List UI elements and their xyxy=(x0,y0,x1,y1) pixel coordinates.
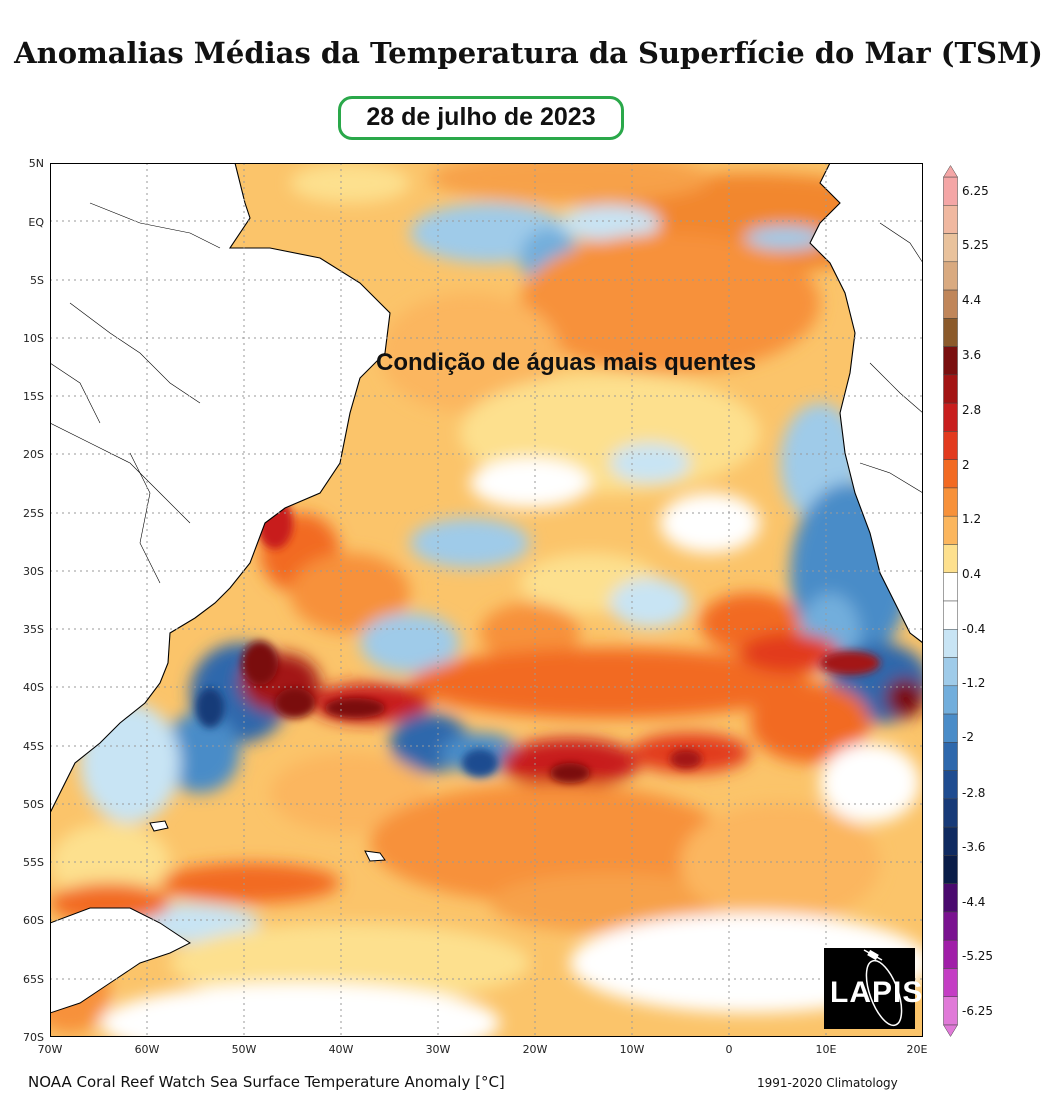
lat-label: 70S xyxy=(23,1031,44,1044)
lat-label: 25S xyxy=(23,507,44,520)
colorbar-segment xyxy=(943,968,958,997)
lat-label: 40S xyxy=(23,681,44,694)
satellite-orbit-icon xyxy=(863,949,903,1027)
colorbar-segment xyxy=(943,911,958,941)
lon-label: 70W xyxy=(37,1043,63,1056)
logo-text: LAPIS xyxy=(830,976,924,1009)
lat-label: 10S xyxy=(23,332,44,345)
colorbar-label: 4.4 xyxy=(962,293,982,307)
map-title: Anomalias Médias da Temperatura da Super… xyxy=(14,36,1043,70)
colorbar-segment xyxy=(943,600,958,630)
colorbar-segment xyxy=(943,205,958,234)
map-frame xyxy=(50,163,923,1037)
colorbar-segment xyxy=(943,770,958,800)
colorbar-segment xyxy=(943,826,958,856)
map-annotation: Condição de águas mais quentes xyxy=(376,349,757,376)
falkland-islands xyxy=(149,820,169,832)
colorbar-segment xyxy=(943,742,958,771)
colorbar-segments xyxy=(943,165,958,1037)
colorbar-label: -4.4 xyxy=(962,895,986,909)
colorbar-label: 5.25 xyxy=(962,238,989,252)
colorbar-segment xyxy=(943,996,958,1026)
colorbar-segment xyxy=(943,176,958,206)
colorbar-segment xyxy=(943,572,958,602)
lon-label: 30W xyxy=(425,1043,451,1056)
map-canvas xyxy=(50,163,923,1037)
south-america xyxy=(50,163,391,814)
colorbar-label: 2.8 xyxy=(962,403,982,417)
africa xyxy=(809,163,923,644)
anomaly-field xyxy=(50,163,923,1037)
colorbar-segment xyxy=(943,431,958,460)
colorbar-label: -6.25 xyxy=(962,1004,994,1018)
colorbar-segment xyxy=(943,261,958,291)
lat-label: 50S xyxy=(23,798,44,811)
colorbar-segment xyxy=(943,883,958,913)
climatology-caption: 1991-2020 Climatology xyxy=(757,1076,898,1090)
lon-label: 20W xyxy=(522,1043,548,1056)
colorbar-segment xyxy=(943,544,958,573)
colorbar-segment xyxy=(943,855,958,884)
lat-label: 15S xyxy=(23,390,44,403)
date-label: 28 de julho de 2023 xyxy=(338,96,624,140)
lat-label: 65S xyxy=(23,973,44,986)
colorbar-label: 3.6 xyxy=(962,348,982,362)
lon-label: 60W xyxy=(134,1043,160,1056)
landmasses xyxy=(50,163,923,1014)
sst-anomaly-map xyxy=(50,163,923,1037)
lon-label: 50W xyxy=(231,1043,257,1056)
country-borders xyxy=(50,202,923,584)
lat-label: 30S xyxy=(23,565,44,578)
colorbar-segment xyxy=(943,289,958,319)
colorbar-label: 6.25 xyxy=(962,184,989,198)
lat-label: 5S xyxy=(30,274,44,287)
colorbar-segment xyxy=(943,685,958,715)
colorbar-label: -0.4 xyxy=(962,622,986,636)
colorbar-label: -1.2 xyxy=(962,676,986,690)
colorbar-segment xyxy=(943,939,958,969)
colorbar-segment xyxy=(943,629,958,658)
lon-label: 20E xyxy=(906,1043,928,1056)
colorbar-segment xyxy=(943,515,958,545)
colorbar-label: -3.6 xyxy=(962,840,986,854)
colorbar-min-arrow xyxy=(943,1024,958,1037)
colorbar-label: 2 xyxy=(962,458,970,472)
lon-label: 10W xyxy=(619,1043,645,1056)
lon-label: 10E xyxy=(815,1043,837,1056)
south-georgia xyxy=(364,850,386,862)
lon-label: 40W xyxy=(328,1043,354,1056)
colorbar-segment xyxy=(943,713,958,743)
graticule xyxy=(50,163,923,1037)
colorbar-segment xyxy=(943,487,958,517)
colorbar-segment xyxy=(943,346,958,376)
colorbar-label: 0.4 xyxy=(962,567,982,581)
lon-label: 0 xyxy=(725,1043,733,1056)
colorbar-label: 1.2 xyxy=(962,512,982,526)
lat-label: 60S xyxy=(23,914,44,927)
colorbar-segment xyxy=(943,233,958,263)
lat-label: 20S xyxy=(23,448,44,461)
lat-label: 45S xyxy=(23,740,44,753)
antarctic-peninsula xyxy=(50,907,191,1014)
colorbar-segment xyxy=(943,459,958,489)
lat-label: 35S xyxy=(23,623,44,636)
colorbar-segment xyxy=(943,374,958,404)
colorbar-segment xyxy=(943,657,958,687)
lat-label: EQ xyxy=(28,216,44,229)
lat-label: 55S xyxy=(23,856,44,869)
colorbar-label: -2 xyxy=(962,730,974,744)
colorbar-label: -2.8 xyxy=(962,786,986,800)
lapis-logo: LAPIS xyxy=(824,948,922,1029)
colorbar-max-arrow xyxy=(943,165,958,178)
product-caption: NOAA Coral Reef Watch Sea Surface Temper… xyxy=(28,1073,505,1091)
colorbar xyxy=(943,165,958,1037)
colorbar-segment xyxy=(943,798,958,828)
colorbar-label: -5.25 xyxy=(962,949,994,963)
lat-label: 5N xyxy=(28,157,44,170)
colorbar-segment xyxy=(943,402,958,432)
colorbar-segment xyxy=(943,318,958,347)
